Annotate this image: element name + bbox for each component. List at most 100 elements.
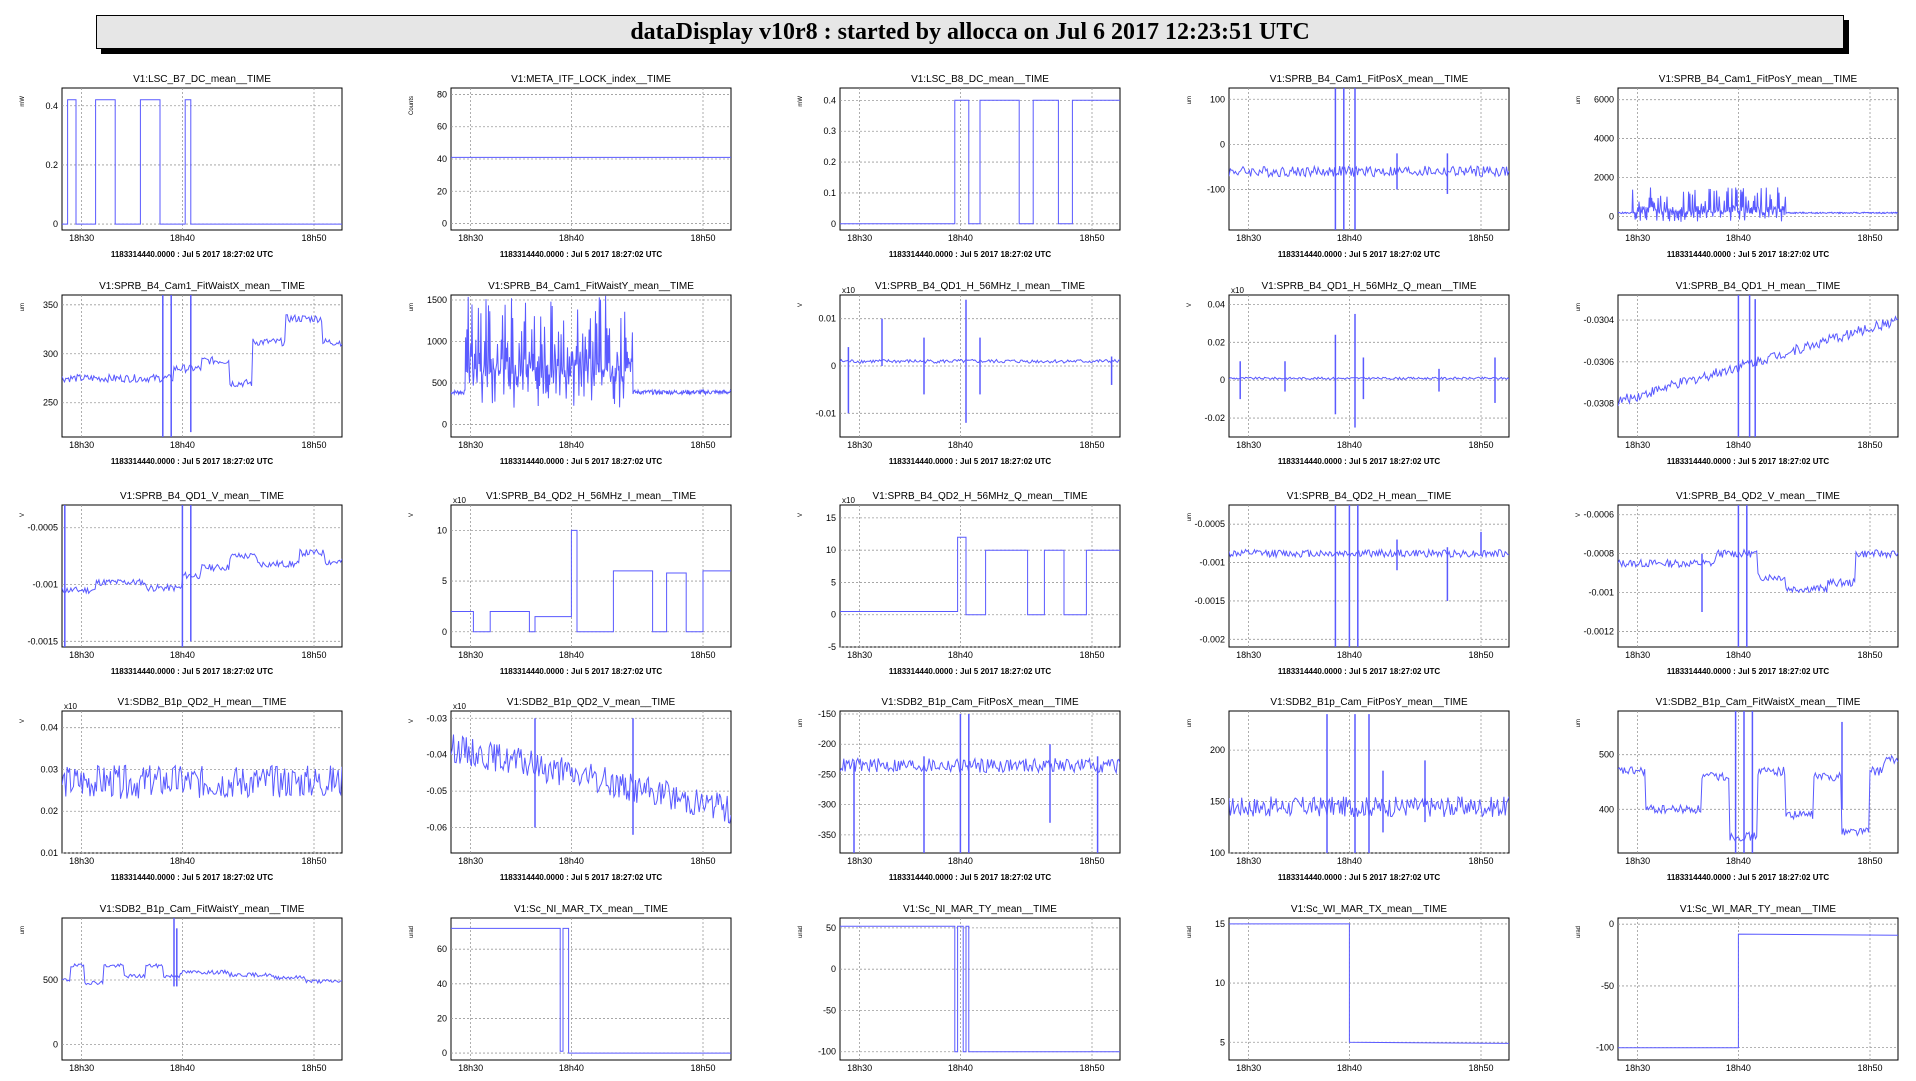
y-tick-label: 0.4 [45,101,58,111]
x-tick-label: 18h30 [1236,440,1261,450]
y-axis-label: um [20,303,26,311]
plot-frame [61,917,343,1061]
x-tick-label: 18h50 [1079,650,1104,660]
y-tick-label: 15 [1215,919,1225,929]
chart-title: V1:SDB2_B1p_Cam_FitPosX_mean__TIME [881,697,1079,708]
y-tick-label: 100 [1210,848,1225,858]
series-line [1618,548,1898,594]
y-tick-label: 0 [53,219,58,229]
chart-title: V1:SPRB_B4_QD1_H_mean__TIME [1676,281,1841,292]
chart-footer-timestamp: 1183314440.0000 : Jul 5 2017 18:27:02 UT… [1278,250,1441,259]
x-tick-label: 18h50 [1079,440,1104,450]
x-tick-label: 18h40 [559,440,584,450]
plot-frame [450,504,732,648]
series-line [840,99,1120,225]
x-tick-label: 18h40 [1337,650,1362,660]
x-tick-label: 18h30 [1236,650,1261,660]
y-axis-label: urad [409,926,415,938]
plot-frame [839,710,1121,854]
y-tick-label: 2000 [1594,172,1614,182]
x-tick-label: 18h30 [847,856,872,866]
x-tick-label: 18h40 [1726,440,1751,450]
y-tick-label: 0.1 [823,188,836,198]
chart-title: V1:SPRB_B4_Cam1_FitWaistY_mean__TIME [488,281,694,292]
chart-footer-timestamp: 1183314440.0000 : Jul 5 2017 18:27:02 UT… [111,250,274,259]
y-tick-label: 1500 [427,295,447,305]
y-tick-label: 40 [437,979,447,989]
chart-title: V1:SDB2_B1p_Cam_FitPosY_mean__TIME [1270,697,1468,708]
chart-footer-timestamp: 1183314440.0000 : Jul 5 2017 18:27:02 UT… [1278,667,1441,676]
chart-panel: V1:LSC_B8_DC_mean__TIME mW 18h30 18h40 18h50… [798,74,1121,259]
display-title-bar: dataDisplay v10r8 : started by allocca o… [96,15,1844,49]
y-tick-label: 500 [432,378,447,388]
y-axis-label: V [1576,513,1582,517]
series-line [451,734,731,824]
y-tick-label: 60 [437,944,447,954]
y-tick-label: -0.001 [32,580,58,590]
x-tick-label: 18h50 [1468,856,1493,866]
series-line [1618,187,1898,222]
y-tick-label: 0 [831,964,836,974]
y-axis-exponent: x10 [453,496,466,505]
y-tick-label: 15 [826,513,836,523]
y-tick-label: -350 [818,830,836,840]
plot-frame [61,294,343,438]
y-tick-label: 0.2 [45,160,58,170]
chart-title: V1:SPRB_B4_QD2_H_mean__TIME [1287,491,1452,502]
y-axis-label: um [1187,96,1193,104]
y-axis-exponent: x10 [842,286,855,295]
plot-frame [450,917,732,1061]
x-tick-label: 18h50 [1857,233,1882,243]
y-tick-label: 0.01 [818,314,836,324]
y-tick-label: -50 [823,1005,836,1015]
y-tick-label: 250 [43,398,58,408]
y-axis-exponent: x10 [842,496,855,505]
y-tick-label: -5 [828,642,836,652]
y-tick-label: 0.03 [40,764,58,774]
x-tick-label: 18h30 [458,1063,483,1073]
y-tick-label: 10 [826,545,836,555]
y-tick-label: 500 [1599,750,1614,760]
y-tick-label: 400 [1599,804,1614,814]
chart-title: V1:Sc_WI_MAR_TX_mean__TIME [1291,904,1447,915]
series-line [62,313,342,388]
y-axis-label: V [798,513,804,517]
x-tick-label: 18h40 [559,856,584,866]
x-tick-label: 18h50 [301,233,326,243]
y-tick-label: 5 [442,576,447,586]
x-tick-label: 18h30 [69,650,94,660]
y-tick-label: 40 [437,154,447,164]
y-tick-label: 0.02 [40,806,58,816]
y-tick-label: -150 [818,709,836,719]
x-tick-label: 18h30 [458,440,483,450]
chart-title: V1:Sc_NI_MAR_TY_mean__TIME [903,904,1057,915]
plot-frame [1617,917,1899,1061]
y-axis-label: urad [1187,926,1193,938]
chart-title: V1:LSC_B8_DC_mean__TIME [911,74,1049,85]
x-tick-label: 18h40 [170,233,195,243]
x-tick-label: 18h50 [1079,233,1104,243]
y-tick-label: 0 [442,420,447,430]
x-tick-label: 18h40 [170,856,195,866]
y-axis-label: um [1576,96,1582,104]
chart-footer-timestamp: 1183314440.0000 : Jul 5 2017 18:27:02 UT… [889,667,1052,676]
y-tick-label: -0.0005 [27,523,58,533]
x-tick-label: 18h30 [847,650,872,660]
y-tick-label: -0.0006 [1583,510,1614,520]
y-tick-label: 0 [831,219,836,229]
y-axis-label: um [409,303,415,311]
series-line [62,548,342,595]
y-axis-label: mW [798,96,804,107]
series-line [1618,315,1898,407]
y-tick-label: -0.0015 [1194,596,1225,606]
plot-frame [839,504,1121,648]
